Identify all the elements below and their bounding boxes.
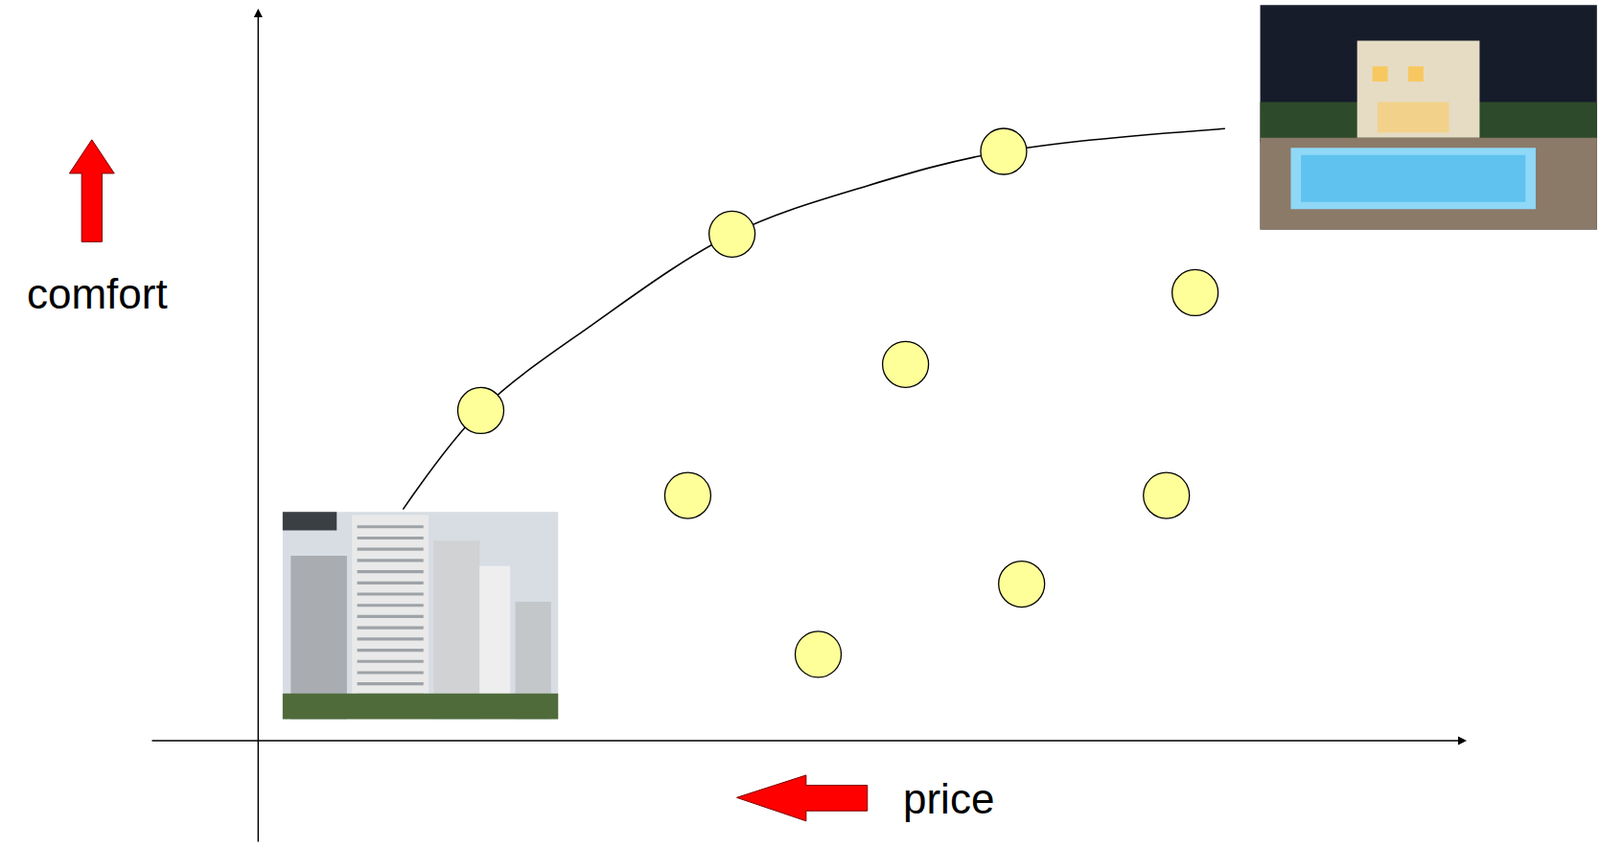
svg-text:comfort: comfort	[26, 270, 168, 318]
svg-text:price: price	[903, 775, 995, 823]
